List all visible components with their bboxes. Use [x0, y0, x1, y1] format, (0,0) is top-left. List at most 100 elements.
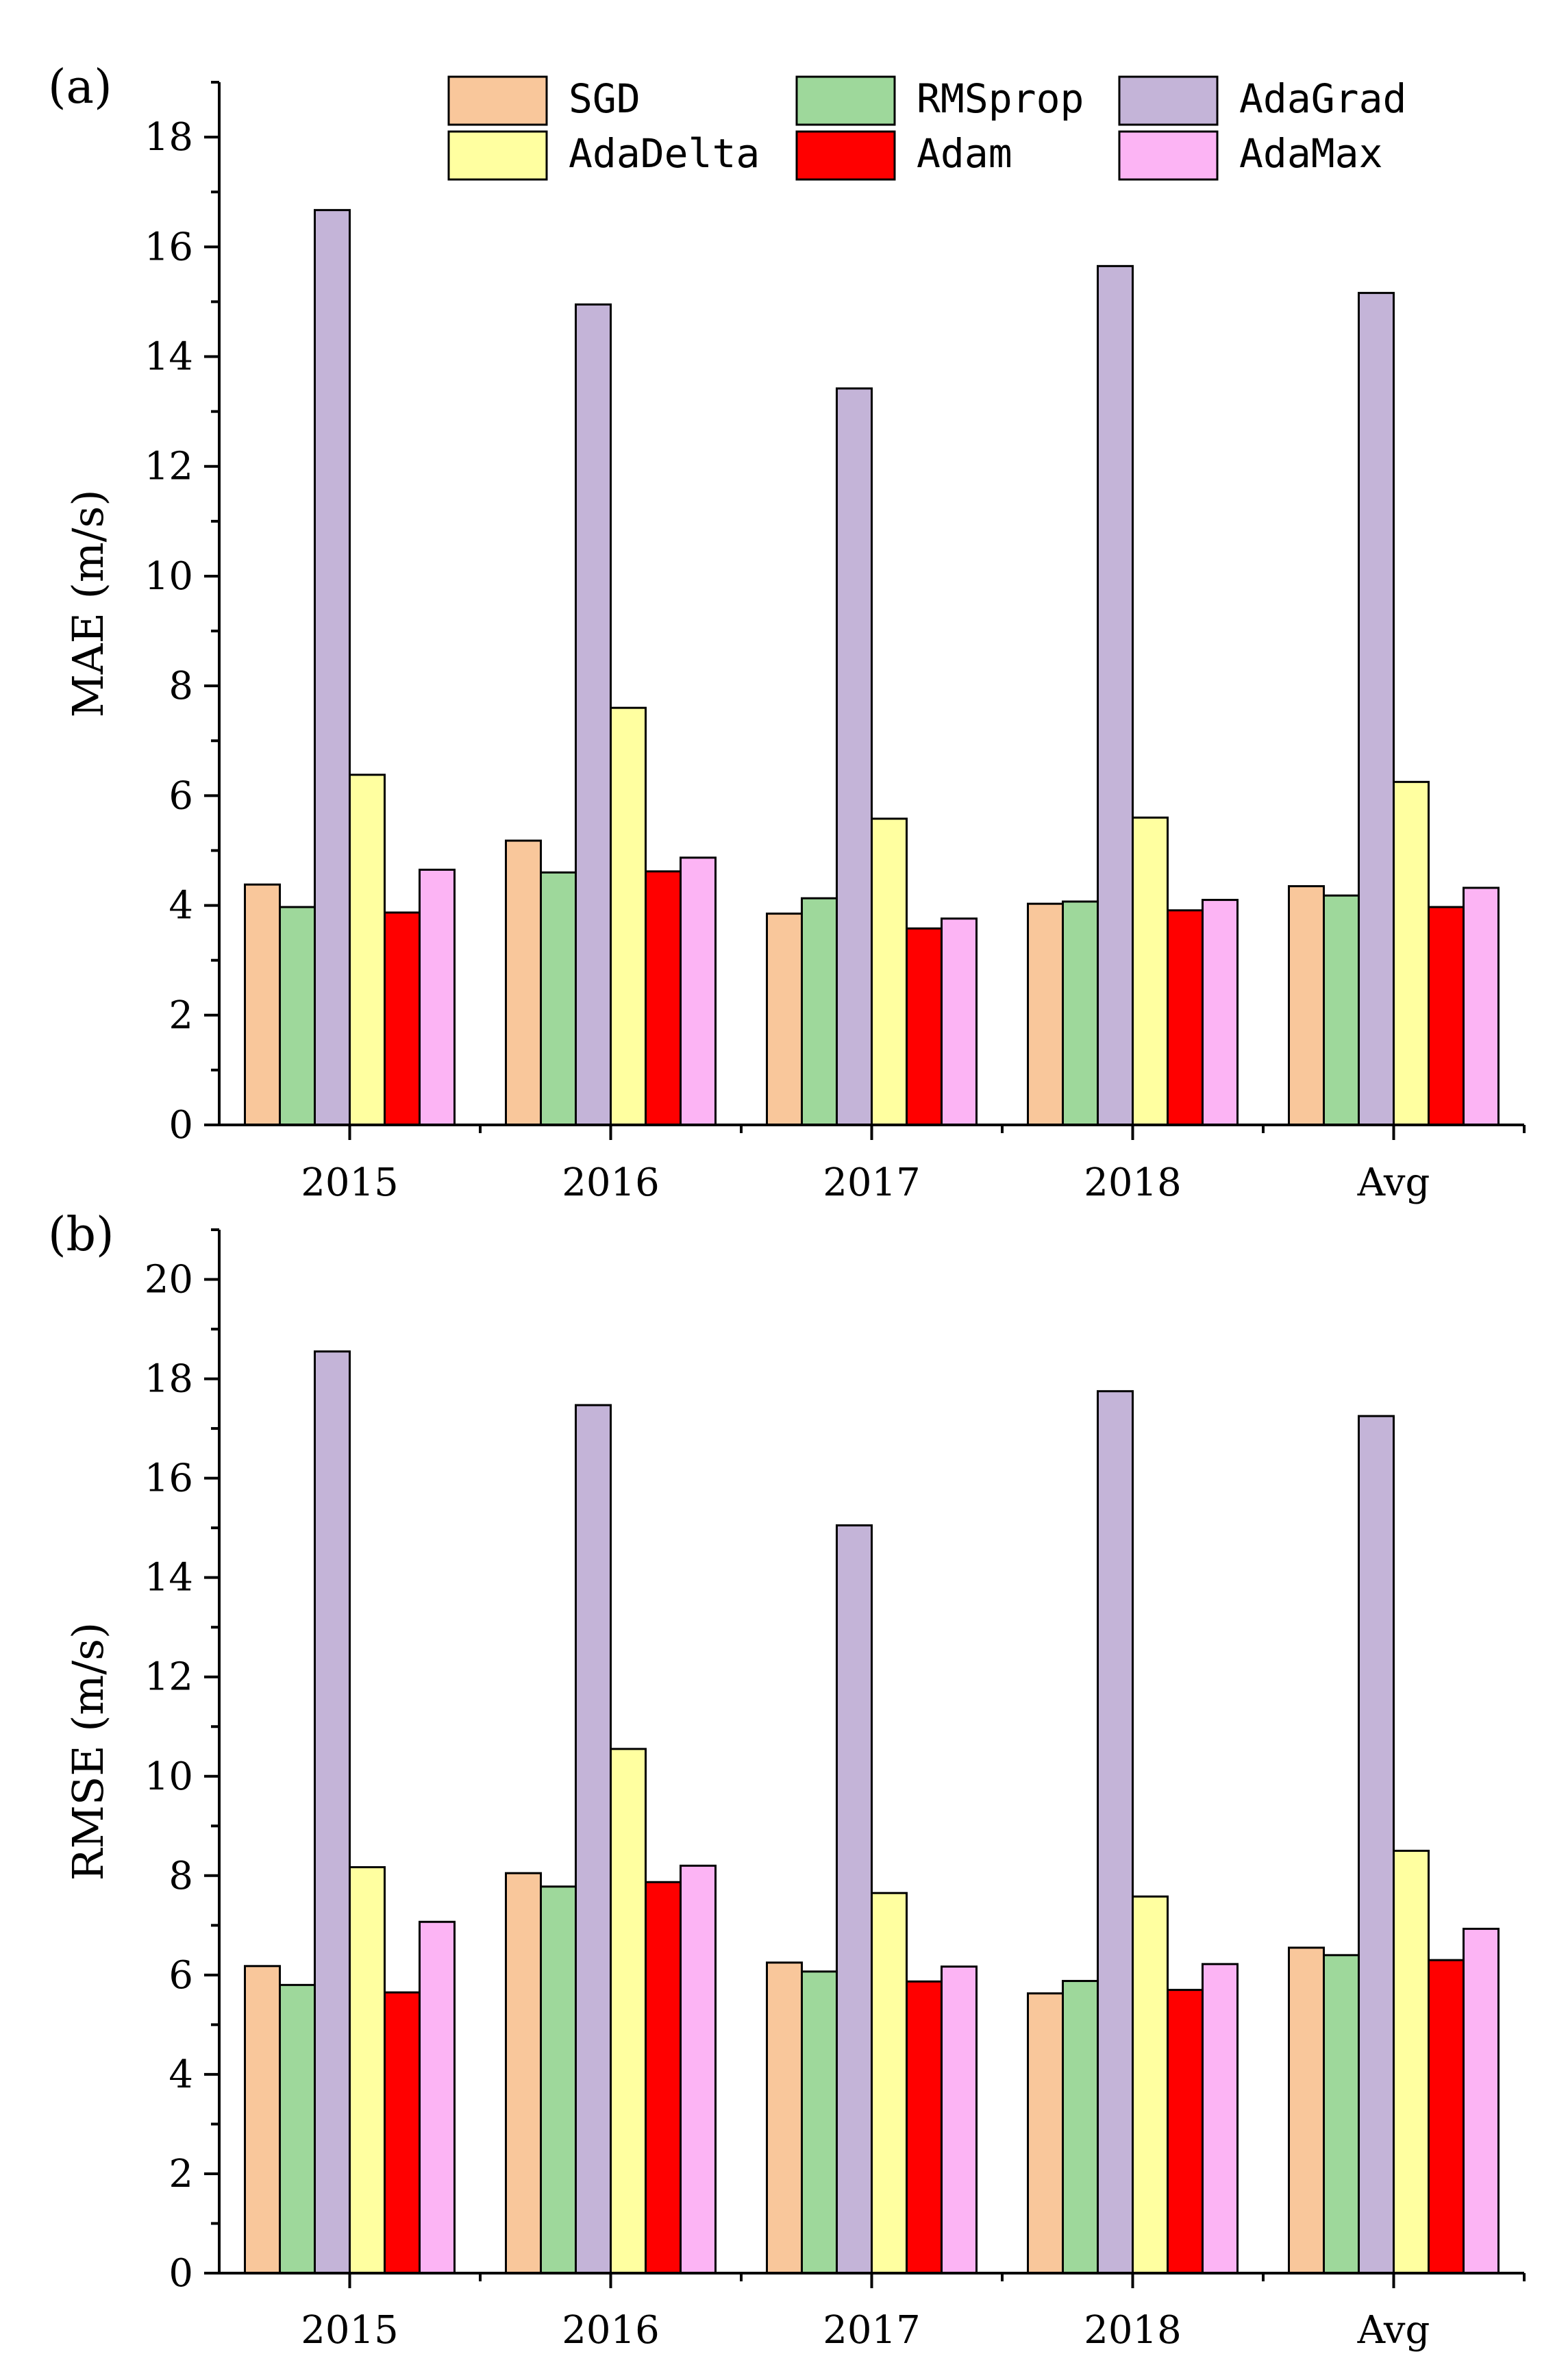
- y-tick-label: 0: [169, 1103, 193, 1148]
- bar-adamax-2017: [941, 917, 978, 1126]
- bar-rmsprop-2015: [279, 1983, 316, 2274]
- bar-rmsprop-2017: [801, 897, 838, 1126]
- bar-rmsprop-2017: [801, 1970, 838, 2274]
- legend-label-sgd: SGD: [569, 75, 640, 122]
- y-tick-label: 0: [169, 2251, 193, 2296]
- bar-adamax-2015: [419, 1920, 456, 2274]
- legend-label-adam: Adam: [917, 130, 1012, 177]
- bar-adagrad-2016: [575, 1404, 612, 2274]
- y-tick-label: 12: [145, 1655, 193, 1700]
- y-tick-label: 8: [169, 664, 193, 708]
- y-tick-label: 16: [145, 1456, 193, 1501]
- bar-rmsprop-2018: [1062, 900, 1099, 1126]
- bar-sgd-2016: [505, 1872, 542, 2274]
- bar-sgd-2016: [505, 839, 542, 1126]
- bar-adam-2018: [1167, 1989, 1204, 2274]
- bar-adamax-2016: [680, 856, 717, 1126]
- bar-sgd-2017: [766, 913, 803, 1126]
- legend-swatch-adam: [795, 130, 896, 181]
- bar-adamax-avg: [1463, 1927, 1500, 2274]
- x-tick-label-2015: 2015: [301, 2308, 399, 2353]
- bar-sgd-2018: [1027, 902, 1064, 1126]
- bar-sgd-avg: [1288, 885, 1325, 1126]
- x-tick-label-avg: Avg: [1357, 2308, 1430, 2353]
- legend-swatch-rmsprop: [795, 75, 896, 126]
- bar-rmsprop-2015: [279, 906, 316, 1126]
- bar-adam-avg: [1428, 1959, 1465, 2274]
- y-axis-title: MAE (m/s): [63, 489, 113, 717]
- bar-adagrad-2018: [1097, 264, 1134, 1126]
- bar-adadelta-2018: [1132, 816, 1169, 1126]
- panel-label: (b): [48, 1208, 114, 1262]
- bar-adam-avg: [1428, 906, 1465, 1126]
- bar-adadelta-avg: [1393, 780, 1430, 1126]
- y-tick-label: 4: [169, 2053, 193, 2097]
- y-tick-label: 2: [169, 2152, 193, 2196]
- y-tick-label: 2: [169, 993, 193, 1038]
- legend-swatch-adamax: [1118, 130, 1219, 181]
- y-tick-label: 14: [145, 1556, 193, 1600]
- legend-swatch-adagrad: [1118, 75, 1219, 126]
- bar-sgd-2017: [766, 1961, 803, 2274]
- bar-adagrad-2018: [1097, 1390, 1134, 2274]
- legend-swatch-adadelta: [447, 130, 548, 181]
- bar-adam-2015: [384, 1991, 421, 2274]
- bar-adagrad-2015: [314, 1350, 351, 2274]
- bar-adadelta-avg: [1393, 1850, 1430, 2274]
- bar-adam-2016: [645, 870, 682, 1126]
- y-tick-label: 8: [169, 1854, 193, 1898]
- y-tick-label: 4: [169, 884, 193, 928]
- bar-sgd-2015: [244, 883, 281, 1126]
- legend-label-adadelta: AdaDelta: [569, 130, 760, 177]
- bar-adagrad-2015: [314, 209, 351, 1126]
- legend-label-rmsprop: RMSprop: [917, 75, 1084, 122]
- bar-adadelta-2017: [871, 1892, 908, 2274]
- x-tick-label-2017: 2017: [823, 2308, 921, 2353]
- bar-adamax-2018: [1202, 899, 1239, 1126]
- bar-adagrad-2016: [575, 303, 612, 1126]
- x-tick-label-2016: 2016: [562, 1161, 660, 1205]
- bar-adamax-2015: [419, 869, 456, 1126]
- bar-adagrad-avg: [1358, 1415, 1395, 2274]
- y-tick-label: 16: [145, 225, 193, 269]
- x-tick-label-2016: 2016: [562, 2308, 660, 2353]
- bar-sgd-2015: [244, 1965, 281, 2274]
- bar-adamax-2017: [941, 1966, 978, 2274]
- x-tick-label-2018: 2018: [1084, 1161, 1182, 1205]
- y-tick-label: 10: [145, 554, 193, 599]
- legend-label-adagrad: AdaGrad: [1239, 75, 1406, 122]
- panel-b-rmse-chart: 0 2 4 6 8 10 12 14 16 18 20 2015 2016 2017 2018 Avg RMSE…: [48, 1208, 1526, 2353]
- bar-adadelta-2017: [871, 817, 908, 1126]
- bar-adadelta-2018: [1132, 1895, 1169, 2274]
- panel-a-mae-chart: 0 2 4 6 8 10 12 14 16 18 2015 2016 2017 2018 Avg MAE (m…: [48, 60, 1526, 1205]
- bar-rmsprop-avg: [1323, 894, 1360, 1126]
- bar-rmsprop-avg: [1323, 1954, 1360, 2274]
- x-tick-label-2015: 2015: [301, 1161, 399, 1205]
- y-tick-label: 10: [145, 1755, 193, 1799]
- bar-adagrad-2017: [836, 387, 873, 1126]
- bar-sgd-avg: [1288, 1946, 1325, 2274]
- x-tick-label-2018: 2018: [1084, 2308, 1182, 2353]
- legend-label-adamax: AdaMax: [1239, 130, 1383, 177]
- bar-adam-2017: [906, 1980, 943, 2274]
- panel-label: (a): [48, 60, 112, 114]
- y-tick-label: 20: [145, 1258, 193, 1302]
- bar-adadelta-2016: [610, 1748, 647, 2274]
- bar-sgd-2018: [1027, 1992, 1064, 2274]
- y-tick-label: 6: [169, 773, 193, 818]
- bar-adadelta-2015: [349, 1865, 386, 2274]
- bar-adam-2015: [384, 911, 421, 1126]
- bar-adagrad-2017: [836, 1524, 873, 2274]
- x-tick-label-2017: 2017: [823, 1161, 921, 1205]
- y-axis-title: RMSE (m/s): [63, 1622, 113, 1881]
- bar-rmsprop-2016: [540, 1885, 577, 2274]
- legend: SGD RMSprop AdaGrad AdaDelta Adam AdaMax: [447, 75, 1406, 181]
- legend-swatch-sgd: [447, 75, 548, 126]
- bar-adamax-avg: [1463, 887, 1500, 1126]
- bar-rmsprop-2018: [1062, 1980, 1099, 2274]
- bar-adamax-2016: [680, 1864, 717, 2274]
- bar-adagrad-avg: [1358, 292, 1395, 1126]
- bar-adam-2017: [906, 927, 943, 1126]
- y-tick-label: 12: [145, 445, 193, 489]
